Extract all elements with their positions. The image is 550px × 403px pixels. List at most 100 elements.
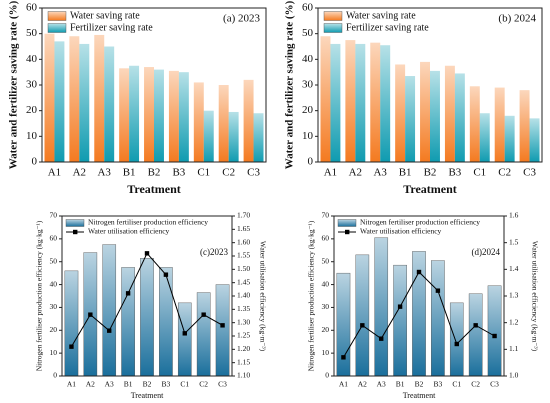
- legend-marker: [73, 229, 78, 235]
- x-tick-label: C1: [180, 380, 189, 389]
- bar: [336, 272, 351, 377]
- line-marker: [397, 304, 403, 309]
- y2-tick-label: 1.15: [237, 357, 250, 366]
- bar: [218, 85, 229, 162]
- x-tick-label: B2: [148, 167, 161, 179]
- y2-tick-label: 1.20: [237, 344, 250, 353]
- bar: [253, 113, 264, 162]
- x-tick-label: A2: [73, 167, 86, 179]
- y2-tick-label: 1.45: [237, 277, 250, 286]
- line-marker: [144, 251, 150, 256]
- x-tick-label: A3: [373, 167, 387, 179]
- y2-tick-label: 1.1: [509, 344, 519, 353]
- x-tick-label: A1: [67, 380, 76, 389]
- line-marker: [416, 269, 422, 275]
- bar: [177, 302, 192, 377]
- x-tick-label: B2: [143, 380, 152, 389]
- y2-tick-label: 1.35: [237, 304, 250, 313]
- y2-tick-label: 1.50: [237, 264, 250, 273]
- y-tick-label: 20: [302, 104, 314, 116]
- y2-tick-label: 1.70: [237, 211, 250, 220]
- legend-label: Water utilisation efficiency: [360, 227, 442, 236]
- y-tick-label: 60: [322, 234, 330, 243]
- y2-tick-label: 1.2: [509, 317, 519, 326]
- y-tick-label: 60: [302, 2, 314, 14]
- line-marker: [88, 312, 93, 317]
- y2-tick-label: 1.55: [237, 251, 250, 260]
- x-tick-label: A2: [349, 167, 362, 179]
- y-tick-label: 20: [322, 325, 330, 334]
- x-tick-label: A1: [324, 167, 337, 179]
- legend-swatch: [323, 23, 343, 33]
- bar: [487, 285, 502, 377]
- bar: [119, 68, 130, 162]
- x-tick-label: B3: [434, 380, 443, 389]
- y-tick-label: 50: [50, 256, 58, 265]
- y-tick-label: 30: [322, 302, 330, 311]
- bar: [154, 69, 164, 162]
- bar: [431, 260, 445, 377]
- x-tick-label: A3: [105, 380, 114, 389]
- line-marker: [435, 288, 441, 293]
- bar: [393, 264, 407, 377]
- y-tick-label: 50: [302, 27, 314, 39]
- x-tick-label: C3: [218, 380, 227, 389]
- y2-tick-label: 1.3: [509, 291, 519, 300]
- bar: [228, 111, 239, 162]
- bar: [430, 70, 440, 162]
- y-tick-label: 10: [302, 130, 314, 142]
- line-marker: [125, 291, 131, 296]
- y-axis-label: Nitrogen fertiliser production efficienc…: [35, 220, 44, 371]
- bar: [380, 45, 391, 162]
- x-tick-label: C1: [452, 380, 461, 389]
- legend-swatch: [323, 11, 343, 21]
- y2-tick-label: 1.4: [509, 264, 519, 273]
- bar: [395, 64, 406, 162]
- legend-swatch: [65, 219, 85, 227]
- y-tick-label: 70: [322, 211, 330, 220]
- bar: [420, 61, 430, 162]
- bar: [178, 72, 189, 162]
- bar: [374, 237, 389, 377]
- x-tick-label: B1: [124, 380, 133, 389]
- legend-label: Water utilisation efficiency: [88, 227, 170, 236]
- bar: [102, 244, 117, 377]
- bar: [468, 293, 483, 377]
- y-tick-label: 10: [322, 348, 330, 357]
- bar: [203, 110, 214, 162]
- bar: [494, 87, 505, 162]
- x-tick-label: B2: [424, 167, 437, 179]
- bar: [454, 73, 465, 162]
- y-tick-label: 0: [325, 371, 329, 380]
- x-tick-label: A3: [97, 167, 111, 179]
- y2-tick-label: 1.25: [237, 331, 250, 340]
- y2-tick-label: 1.10: [237, 371, 250, 380]
- plot-frame: [333, 215, 505, 377]
- bar: [168, 70, 179, 162]
- y2-tick-label: 1.6: [509, 211, 519, 220]
- legend-label: Nitrogen fertiliser production efficienc…: [88, 218, 208, 227]
- y-tick-label: 40: [322, 279, 330, 288]
- y2-tick-label: 1.30: [237, 317, 250, 326]
- x-tick-label: B1: [396, 380, 405, 389]
- bar: [54, 41, 65, 162]
- x-tick-label: B1: [399, 167, 412, 179]
- legend-label: Fertilizer saving rate: [346, 22, 429, 33]
- x-tick-label: C1: [473, 167, 486, 179]
- y-tick-label: 0: [32, 156, 38, 168]
- bar: [129, 65, 140, 162]
- bar: [405, 76, 416, 162]
- y2-tick-label: 1.5: [509, 237, 519, 246]
- bar: [64, 270, 79, 377]
- x-tick-label: C2: [498, 167, 511, 179]
- y-tick-label: 60: [50, 234, 58, 243]
- bar: [519, 90, 530, 162]
- x-axis-label: Treatment: [131, 391, 164, 400]
- y-tick-label: 0: [53, 371, 57, 380]
- y-tick-label: 40: [26, 53, 38, 65]
- y-tick-label: 40: [302, 53, 314, 65]
- legend-swatch: [47, 11, 67, 21]
- bar: [345, 40, 356, 163]
- x-tick-label: C3: [490, 380, 499, 389]
